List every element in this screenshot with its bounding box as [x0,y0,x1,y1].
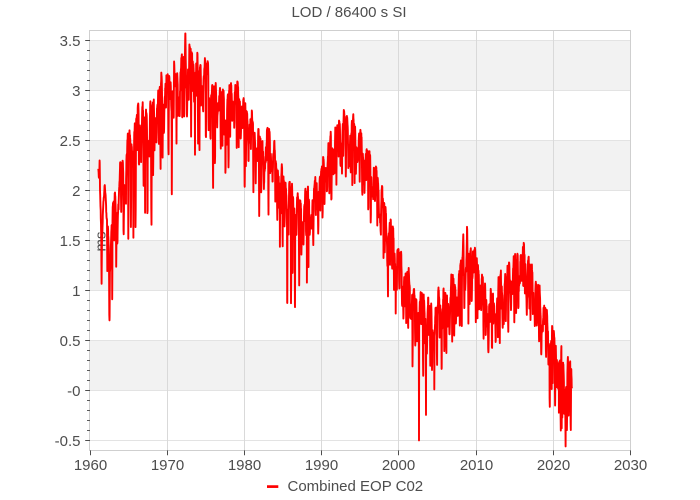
svg-text:1.5: 1.5 [60,233,81,250]
svg-text:3: 3 [72,83,80,100]
svg-text:2.5: 2.5 [60,133,81,150]
svg-text:2010: 2010 [460,457,493,474]
svg-text:2000: 2000 [382,457,415,474]
svg-text:1960: 1960 [74,457,107,474]
svg-text:0.5: 0.5 [60,333,81,350]
svg-text:1: 1 [72,283,80,300]
svg-text:1980: 1980 [228,457,261,474]
svg-text:LOD / 86400 s SI: LOD / 86400 s SI [291,4,406,21]
svg-text:2020: 2020 [537,457,570,474]
svg-text:2: 2 [72,183,80,200]
svg-text:-0.5: -0.5 [55,433,81,450]
svg-text:3.5: 3.5 [60,33,81,50]
svg-text:2030: 2030 [614,457,647,474]
svg-text:1990: 1990 [305,457,338,474]
svg-text:Combined EOP C02: Combined EOP C02 [288,478,424,495]
svg-text:1970: 1970 [151,457,184,474]
svg-text:-0: -0 [67,383,80,400]
